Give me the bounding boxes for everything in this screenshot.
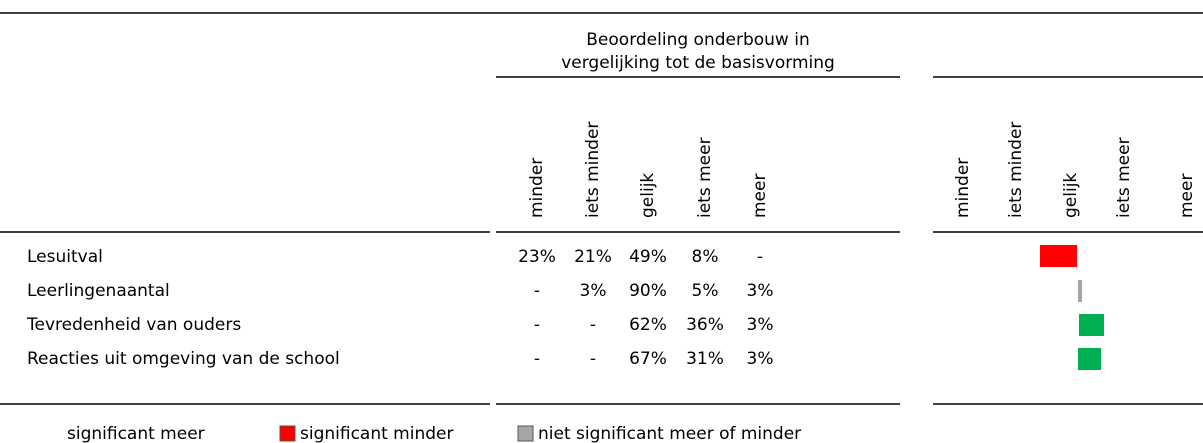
row-label: Leerlingenaantal (27, 281, 170, 301)
cell-value: 3% (747, 349, 774, 369)
cell-value: 21% (574, 247, 612, 267)
group-title: vergelijking tot de basisvorming (561, 53, 835, 73)
cell-value: 23% (518, 247, 556, 267)
cell-value: 3% (747, 315, 774, 335)
cell-value: 5% (692, 281, 719, 301)
row-label: Reacties uit omgeving van de school (27, 349, 340, 369)
indicator-bar (1078, 348, 1101, 370)
cell-value: - (590, 349, 596, 369)
column-header: iets minder (583, 122, 603, 218)
legend-label: significant minder (300, 424, 453, 443)
cell-value: 36% (686, 315, 724, 335)
indicator-bar (1040, 245, 1077, 267)
chart-column-header: iets minder (1006, 122, 1026, 218)
legend-swatch (517, 425, 534, 442)
group-title: Beoordeling onderbouw in (586, 30, 809, 50)
cell-value: - (757, 247, 763, 267)
cell-value: 67% (629, 349, 667, 369)
chart-column-header: minder (953, 158, 973, 218)
cell-value: 3% (580, 281, 607, 301)
cell-value: 90% (629, 281, 667, 301)
chart-column-header: gelijk (1061, 173, 1081, 218)
legend-label: niet significant meer of minder (538, 424, 801, 443)
indicator-bar (1079, 314, 1104, 336)
cell-value: - (534, 315, 540, 335)
row-label: Tevredenheid van ouders (26, 315, 241, 335)
cell-value: - (590, 315, 596, 335)
chart-column-header: meer (1177, 174, 1197, 218)
chart-column-header: iets meer (1114, 137, 1134, 218)
legend-swatch (279, 425, 296, 442)
legend-label: significant meer (67, 424, 205, 443)
cell-value: 3% (747, 281, 774, 301)
column-header: minder (527, 158, 547, 218)
cell-value: - (534, 349, 540, 369)
column-header: iets meer (695, 137, 715, 218)
column-header: meer (750, 174, 770, 218)
cell-value: - (534, 281, 540, 301)
cell-value: 49% (629, 247, 667, 267)
cell-value: 8% (692, 247, 719, 267)
cell-value: 31% (686, 349, 724, 369)
column-header: gelijk (638, 173, 658, 218)
indicator-bar (1078, 280, 1082, 302)
row-label: Lesuitval (27, 247, 103, 267)
cell-value: 62% (629, 315, 667, 335)
